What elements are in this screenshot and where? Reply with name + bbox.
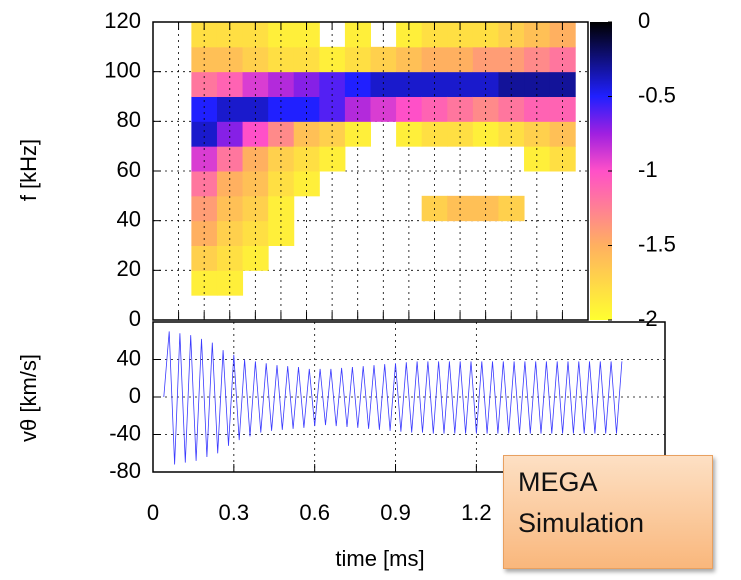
colorbar-tick-label: -0.5 [638, 82, 676, 107]
x-tick-label: 0 [147, 500, 159, 525]
y-tick-label: 100 [104, 57, 141, 82]
heatmap-cell [268, 71, 295, 97]
y-tick-label: 0 [129, 383, 141, 408]
heatmap-cell [370, 71, 397, 97]
line-series [163, 331, 623, 465]
heatmap-cell [421, 71, 448, 97]
heatmap-cell [319, 71, 346, 97]
annotation: MEGA Simulation [503, 455, 713, 569]
y-axis-label: f [kHz] [16, 139, 41, 201]
heatmap-cell [549, 71, 576, 97]
x-tick-label: 0.3 [219, 500, 250, 525]
heatmap-cell [344, 71, 371, 97]
colorbar-tick-label: 0 [638, 8, 650, 33]
heatmap-cell [191, 171, 218, 197]
y-tick-label: 120 [104, 8, 141, 33]
x-tick-label: 1.2 [461, 500, 492, 525]
y-tick-label: -80 [109, 458, 141, 483]
heatmap-cell [447, 71, 474, 97]
x-axis-label: time [ms] [335, 546, 424, 571]
y-tick-label: 40 [117, 206, 141, 231]
x-tick-label: 0.6 [299, 500, 330, 525]
y-tick-label: 20 [117, 256, 141, 281]
heatmap-cell [216, 171, 244, 197]
y-axis-label: vθ [km/s] [16, 354, 41, 442]
plot-frame [152, 321, 666, 473]
heatmap-cell [472, 71, 499, 97]
colorbar-tick-label: -1.5 [638, 231, 676, 256]
x-tick-label: 0.9 [380, 500, 411, 525]
heatmap-cell [216, 71, 244, 97]
y-tick-label: 60 [117, 157, 141, 182]
heatmap-cell [242, 245, 269, 271]
colorbar [590, 22, 612, 320]
heatmap-cell [191, 245, 218, 271]
heatmap-cell [396, 71, 423, 97]
heatmap-cell [524, 71, 551, 97]
heatmap-cell [293, 171, 320, 197]
heatmap-cell [191, 71, 218, 97]
heatmap-cell [268, 171, 295, 197]
colorbar-tick-label: -2 [638, 306, 658, 331]
y-tick-label: -40 [109, 420, 141, 445]
colorbar-tick-label: -1 [638, 157, 658, 182]
heatmap-cell [293, 71, 320, 97]
plot-frame [152, 21, 589, 321]
heatmap-cell [242, 171, 269, 197]
y-tick-label: 80 [117, 107, 141, 132]
y-tick-label: 40 [117, 345, 141, 370]
y-tick-label: 0 [129, 306, 141, 331]
heatmap-cell [242, 71, 269, 97]
heatmap-cell [498, 71, 525, 97]
heatmap-cell [216, 245, 244, 271]
